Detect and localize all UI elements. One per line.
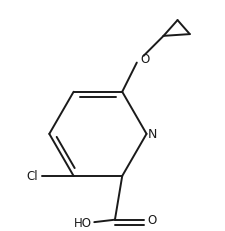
Text: HO: HO — [74, 216, 92, 229]
Text: O: O — [148, 213, 157, 226]
Text: N: N — [148, 128, 157, 141]
Text: Cl: Cl — [26, 170, 38, 183]
Text: O: O — [140, 53, 150, 66]
